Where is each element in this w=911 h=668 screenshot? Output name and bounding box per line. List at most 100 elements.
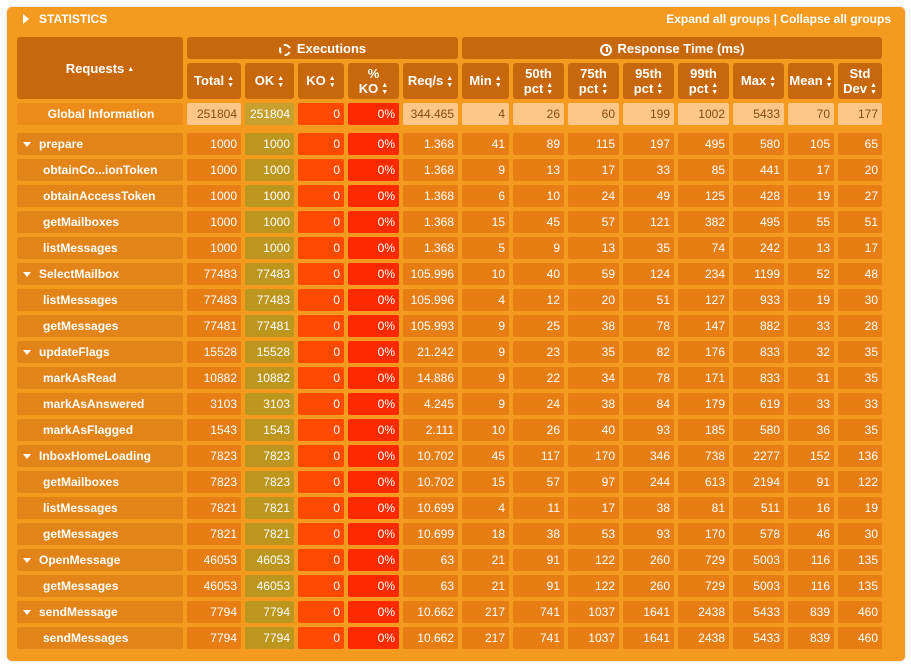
group-row[interactable]: prepare 1000 1000 0 0% 1.368 41 89 115 197 495 580 1…	[17, 133, 882, 155]
cell-std-dev: 33	[838, 393, 882, 415]
cell-std-dev: 135	[838, 575, 882, 597]
cell-mean: 13	[788, 237, 834, 259]
request-name-label: markAsRead	[43, 371, 117, 385]
expand-caret-icon[interactable]	[23, 610, 31, 616]
collapse-all-groups-link[interactable]: Collapse all groups	[780, 12, 891, 26]
cell-p99: 125	[678, 185, 729, 207]
cell-p99: 147	[678, 315, 729, 337]
request-name-label: InboxHomeLoading	[39, 449, 151, 463]
cell-reqs: 344.465	[403, 103, 458, 125]
cell-mean: 152	[788, 445, 834, 467]
cell-name[interactable]: prepare	[17, 133, 183, 155]
cell-total: 7821	[187, 523, 241, 545]
expand-caret-icon[interactable]	[23, 558, 31, 564]
group-row[interactable]: OpenMessage 46053 46053 0 0% 63 21 91 122 260 729 5…	[17, 549, 882, 571]
cell-max: 2194	[733, 471, 784, 493]
request-name-label: prepare	[39, 137, 84, 151]
cell-name: markAsRead	[17, 367, 183, 389]
expand-caret-icon[interactable]	[23, 350, 31, 356]
column-header-requests[interactable]: Requests ▲	[17, 37, 183, 99]
cell-std-dev: 135	[838, 549, 882, 571]
column-header-std-dev[interactable]: Std Dev ▲ ▼	[838, 63, 882, 99]
cell-p95: 1641	[623, 601, 674, 623]
cell-ok: 7794	[245, 601, 294, 623]
cell-std-dev: 35	[838, 367, 882, 389]
column-header-p95[interactable]: 95th pct ▲ ▼	[623, 63, 674, 99]
cell-name[interactable]: SelectMailbox	[17, 263, 183, 285]
cell-std-dev: 460	[838, 627, 882, 649]
cell-p50: 26	[513, 419, 564, 441]
column-header-p99[interactable]: 99th pct ▲ ▼	[678, 63, 729, 99]
cell-ko: 0	[298, 103, 344, 125]
cell-p95: 93	[623, 523, 674, 545]
column-mean-label: Mean	[789, 73, 823, 89]
column-header-ok[interactable]: OK ▲ ▼	[245, 63, 294, 99]
cell-ok: 1000	[245, 185, 294, 207]
group-row[interactable]: sendMessage 7794 7794 0 0% 10.662 217 741 1037 16…	[17, 601, 882, 623]
cell-p50: 117	[513, 445, 564, 467]
cell-name[interactable]: InboxHomeLoading	[17, 445, 183, 467]
column-header-min[interactable]: Min ▲ ▼	[462, 63, 509, 99]
cell-reqs: 10.662	[403, 627, 458, 649]
cell-max: 5433	[733, 103, 784, 125]
request-row: getMailboxes 1000 1000 0 0% 1.368 15 45 57 121 382…	[17, 211, 882, 233]
column-header-total[interactable]: Total ▲ ▼	[187, 63, 241, 99]
request-row: markAsRead 10882 10882 0 0% 14.886 9 22 34 78 171 8…	[17, 367, 882, 389]
cell-p95: 346	[623, 445, 674, 467]
cell-p50: 24	[513, 393, 564, 415]
cell-p95: 78	[623, 367, 674, 389]
cell-total: 1000	[187, 185, 241, 207]
cell-name[interactable]: OpenMessage	[17, 549, 183, 571]
cell-total: 1000	[187, 133, 241, 155]
cell-ko: 0	[298, 237, 344, 259]
column-header-p50[interactable]: 50th pct ▲ ▼	[513, 63, 564, 99]
cell-reqs: 105.996	[403, 289, 458, 311]
cell-p99: 185	[678, 419, 729, 441]
cell-mean: 19	[788, 289, 834, 311]
sort-icon: ▲ ▼	[546, 82, 554, 97]
cell-p75: 97	[568, 471, 619, 493]
request-name-label: obtainAccessToken	[43, 189, 156, 203]
cell-total: 1000	[187, 159, 241, 181]
column-reqs-label: Req/s	[407, 73, 444, 89]
collapse-triangle-icon[interactable]	[23, 14, 29, 24]
column-header-pct-ko[interactable]: % KO ▲ ▼	[348, 63, 399, 99]
column-requests-label: Requests	[65, 60, 125, 76]
cell-min: 4	[462, 289, 509, 311]
column-header-reqs[interactable]: Req/s ▲ ▼	[403, 63, 458, 99]
cell-p99: 613	[678, 471, 729, 493]
cell-pct-ko: 0%	[348, 393, 399, 415]
cell-p50: 22	[513, 367, 564, 389]
cell-min: 15	[462, 211, 509, 233]
column-min-label: Min	[469, 73, 492, 89]
cell-reqs: 10.702	[403, 471, 458, 493]
cell-name[interactable]: sendMessage	[17, 601, 183, 623]
expand-caret-icon[interactable]	[23, 454, 31, 460]
cell-name: sendMessages	[17, 627, 183, 649]
column-header-max[interactable]: Max ▲ ▼	[733, 63, 784, 99]
group-row[interactable]: SelectMailbox 77483 77483 0 0% 105.996 10 40 59 1…	[17, 263, 882, 285]
expand-caret-icon[interactable]	[23, 272, 31, 278]
statistics-toggle[interactable]: STATISTICS	[23, 12, 107, 26]
column-header-p75[interactable]: 75th pct ▲ ▼	[568, 63, 619, 99]
cell-min: 45	[462, 445, 509, 467]
cell-max: 2277	[733, 445, 784, 467]
cell-p75: 122	[568, 575, 619, 597]
cell-max: 441	[733, 159, 784, 181]
cell-min: 10	[462, 263, 509, 285]
column-header-mean[interactable]: Mean ▲ ▼	[788, 63, 834, 99]
expand-all-groups-link[interactable]: Expand all groups	[666, 12, 771, 26]
executions-icon	[278, 43, 291, 56]
group-row[interactable]: updateFlags 15528 15528 0 0% 21.242 9 23 35 82 176…	[17, 341, 882, 363]
group-row[interactable]: InboxHomeLoading 7823 7823 0 0% 10.702 45 117 17…	[17, 445, 882, 467]
group-controls-separator: |	[770, 12, 781, 26]
sort-icon: ▲ ▼	[769, 74, 777, 89]
cell-reqs: 10.662	[403, 601, 458, 623]
cell-name[interactable]: updateFlags	[17, 341, 183, 363]
cell-ok: 7823	[245, 471, 294, 493]
column-p50-line1: 50th	[525, 65, 552, 81]
cell-pct-ko: 0%	[348, 601, 399, 623]
column-header-ko[interactable]: KO ▲ ▼	[298, 63, 344, 99]
expand-caret-icon[interactable]	[23, 142, 31, 148]
cell-max: 882	[733, 315, 784, 337]
